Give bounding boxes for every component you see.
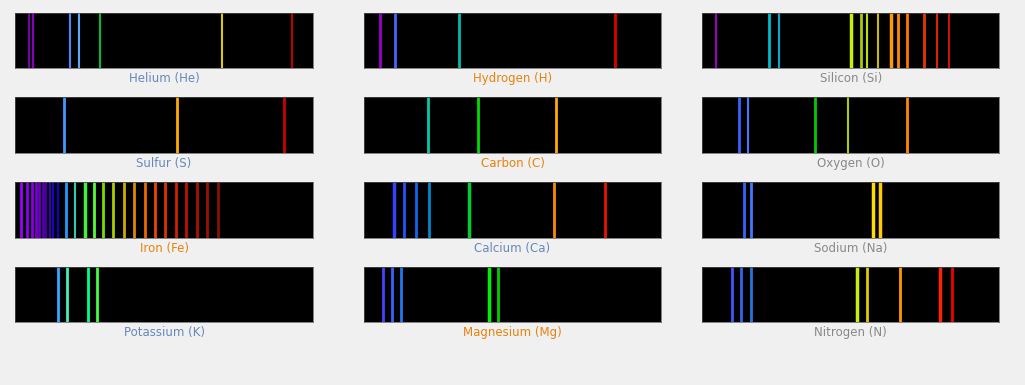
Text: Oxygen (O): Oxygen (O): [817, 157, 885, 170]
Text: Carbon (C): Carbon (C): [481, 157, 544, 170]
Text: Helium (He): Helium (He): [128, 72, 200, 85]
Text: Magnesium (Mg): Magnesium (Mg): [463, 326, 562, 339]
Text: Sodium (Na): Sodium (Na): [814, 242, 888, 254]
Text: Hydrogen (H): Hydrogen (H): [473, 72, 552, 85]
Text: Silicon (Si): Silicon (Si): [820, 72, 882, 85]
Text: Iron (Fe): Iron (Fe): [139, 242, 189, 254]
Text: Nitrogen (N): Nitrogen (N): [815, 326, 887, 339]
Text: Sulfur (S): Sulfur (S): [136, 157, 192, 170]
Text: Calcium (Ca): Calcium (Ca): [475, 242, 550, 254]
Text: Potassium (K): Potassium (K): [123, 326, 205, 339]
